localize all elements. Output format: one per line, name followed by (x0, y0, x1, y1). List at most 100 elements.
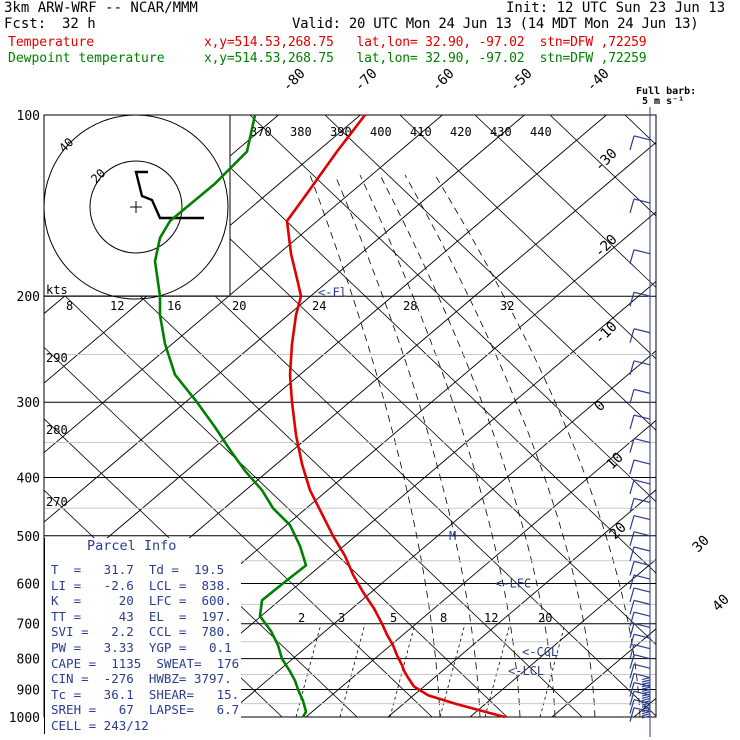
mixing-ratio-line (484, 623, 511, 717)
wind-barb (633, 599, 651, 605)
wind-barb (629, 699, 635, 714)
wind-barb (633, 459, 651, 465)
dewpoint-location: x,y=514.53,268.75 lat,lon= 32.90, -97.02… (204, 51, 647, 66)
hodograph-speed-label: 24 (312, 299, 326, 313)
theta-label: 380 (290, 125, 312, 139)
wind-barb (633, 414, 651, 420)
wind-barb (629, 328, 635, 343)
pressure-tick-label: 400 (17, 471, 40, 486)
isotherm-label: -80 (280, 66, 309, 95)
moist-adiabat-line (434, 174, 641, 717)
parcel-row: Tc = 36.1 SHEAR= 15. (51, 686, 240, 702)
theta-label: 420 (450, 125, 472, 139)
moist-adiabat-line (359, 174, 521, 717)
hodograph-speed-label: 16 (167, 299, 181, 313)
wind-barb (633, 249, 651, 255)
isotherm-line (469, 558, 656, 717)
wind-barb (633, 360, 651, 366)
wind-barb (641, 681, 651, 685)
wind-barb (641, 711, 651, 715)
pressure-tick-label: 300 (17, 396, 40, 411)
wind-barb (641, 676, 651, 681)
wind-barb (629, 673, 635, 688)
wind-barb (633, 135, 651, 141)
isotherm-label: 40 (710, 592, 733, 615)
wind-barb (629, 360, 635, 375)
wind-barb (629, 292, 635, 307)
pressure-tick-label: 700 (17, 618, 40, 633)
theta-label: 280 (46, 423, 68, 437)
wind-barb (633, 328, 651, 334)
dry-adiabat-line (474, 115, 656, 288)
wind-barb (633, 291, 651, 297)
theta-label: 430 (490, 125, 512, 139)
parcel-row: SREH = 67 LAPSE= 6.7 (51, 702, 240, 718)
pressure-tick-label: 200 (17, 290, 40, 305)
pressure-tick-label: 500 (17, 530, 40, 545)
theta-label: 390 (330, 125, 352, 139)
level-marker: M (449, 529, 456, 543)
wind-barb (629, 644, 635, 659)
wind-barb (633, 672, 651, 679)
wind-barb (629, 587, 635, 603)
moist-adiabat-line (404, 174, 596, 717)
isotherm-line (387, 489, 656, 717)
wind-barb (633, 546, 651, 552)
dry-adiabat-line (624, 115, 656, 146)
wind-barb (641, 693, 651, 697)
wind-barb (629, 561, 635, 576)
isotherm-label: 10 (604, 450, 627, 473)
hodograph-ring (89, 160, 183, 254)
theta-label: 410 (410, 125, 432, 139)
wind-barb (633, 699, 651, 705)
model-title: 3km ARW-WRF -- NCAR/MMM (4, 0, 198, 16)
wind-barb (629, 612, 635, 627)
mixing-ratio-label: 20 (538, 611, 552, 625)
wind-barb (633, 611, 651, 617)
parcel-info-panel: Parcel Info T = 31.7 Td = 19.5 LI = -2.6… (44, 538, 241, 734)
parcel-row: PW = 3.33 YGP = 0.1 (51, 640, 232, 655)
theta-label: 400 (370, 125, 392, 139)
wind-barb (629, 515, 635, 530)
plot-area (44, 115, 656, 717)
mixing-ratio-line (295, 623, 322, 717)
temperature-line (285, 114, 506, 719)
wind-barb (629, 438, 635, 453)
wind-barb (633, 560, 651, 566)
wind-barb (629, 389, 635, 404)
wind-barb (629, 707, 635, 722)
wind-barb (641, 715, 651, 719)
wind-barb (633, 388, 651, 394)
dry-adiabat-line (174, 115, 656, 574)
isotherm-label: -70 (352, 66, 381, 95)
pressure-tick-label: 900 (17, 683, 40, 698)
wind-barb (629, 691, 635, 706)
dry-adiabat-line (44, 275, 508, 717)
dry-adiabat-line (549, 115, 656, 217)
isotherm-label: -10 (592, 319, 621, 348)
wind-barb (633, 622, 651, 629)
valid-time: Valid: 20 UTC Mon 24 Jun 13 (14 MDT Mon … (292, 16, 699, 32)
wind-barb (641, 700, 651, 704)
wind-barb (633, 574, 651, 580)
parcel-row: CELL = 243/12 (51, 718, 149, 733)
wind-barb (633, 198, 651, 204)
mixing-ratio-line (339, 623, 366, 717)
wind-barb (633, 497, 651, 503)
temperature-location: x,y=514.53,268.75 lat,lon= 32.90, -97.02… (204, 35, 647, 50)
wind-barb (629, 654, 635, 669)
pressure-tick-label: 800 (17, 653, 40, 668)
plot-border (43, 114, 657, 718)
dry-adiabat-line (249, 115, 656, 503)
mixing-ratio-line (439, 623, 466, 717)
parcel-row: SVI = 2.2 CCL = 780. (51, 624, 232, 640)
wind-barb (641, 679, 651, 683)
wind-barb (641, 704, 651, 708)
parcel-row: CAPE = 1135 SWEAT= 176 (51, 655, 240, 671)
forecast-label: Fcst: (4, 16, 47, 32)
theta-label: 290 (46, 351, 68, 365)
wind-barb (629, 198, 635, 214)
dewpoint-line (153, 114, 308, 718)
barb-legend-value: 5 m s⁻¹ (642, 96, 684, 107)
